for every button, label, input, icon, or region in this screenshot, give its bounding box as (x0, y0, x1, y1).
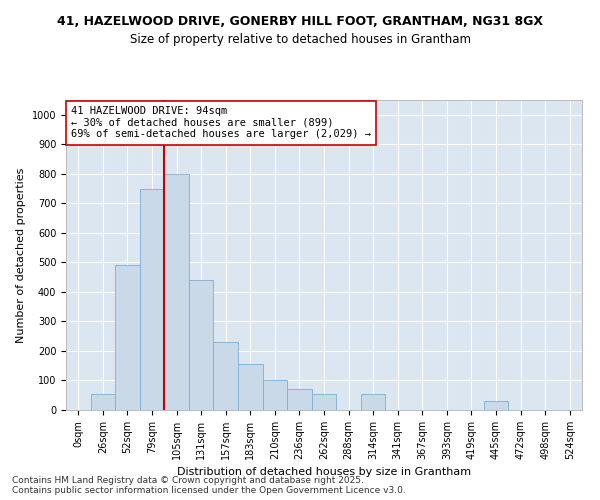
X-axis label: Distribution of detached houses by size in Grantham: Distribution of detached houses by size … (177, 468, 471, 477)
Bar (484, 401, 508, 410)
Bar (312, 394, 336, 410)
Bar (140, 188, 164, 410)
Bar (287, 390, 312, 410)
Y-axis label: Number of detached properties: Number of detached properties (16, 168, 26, 342)
Text: Contains HM Land Registry data © Crown copyright and database right 2025.
Contai: Contains HM Land Registry data © Crown c… (12, 476, 406, 495)
Bar (361, 394, 385, 410)
Bar (214, 342, 238, 410)
Bar (238, 364, 263, 410)
Bar (164, 174, 189, 410)
Text: 41 HAZELWOOD DRIVE: 94sqm
← 30% of detached houses are smaller (899)
69% of semi: 41 HAZELWOOD DRIVE: 94sqm ← 30% of detac… (71, 106, 371, 140)
Bar (91, 394, 115, 410)
Bar (263, 380, 287, 410)
Text: Size of property relative to detached houses in Grantham: Size of property relative to detached ho… (130, 32, 470, 46)
Text: 41, HAZELWOOD DRIVE, GONERBY HILL FOOT, GRANTHAM, NG31 8GX: 41, HAZELWOOD DRIVE, GONERBY HILL FOOT, … (57, 15, 543, 28)
Bar (115, 266, 140, 410)
Bar (189, 280, 214, 410)
